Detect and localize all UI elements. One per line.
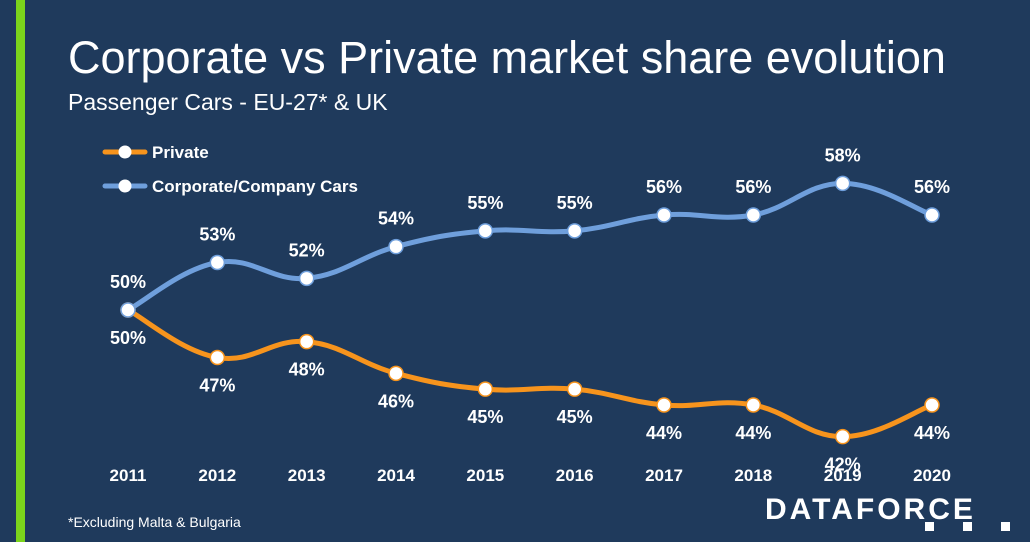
data-label-private: 46% [378,391,414,411]
data-point-corporate [656,207,672,223]
data-point-corporate [388,238,404,255]
legend-marker-private [118,145,132,159]
data-label-private: 45% [557,407,593,427]
data-point-private [298,333,315,350]
data-point-corporate [834,175,851,192]
brand-name: DATAFORCE [765,493,976,526]
data-label-corporate: 53% [199,225,235,245]
data-label-private: 44% [646,423,682,443]
data-point-corporate [209,254,226,271]
data-point-private [924,397,940,413]
data-label-private: 44% [914,423,950,443]
logo-square-2 [963,522,972,531]
footnote: *Excluding Malta & Bulgaria [68,514,241,530]
x-tick-label: 2019 [824,466,862,485]
x-tick-label: 2011 [110,466,147,485]
x-tick-label: 2014 [377,466,415,485]
data-label-corporate: 56% [735,177,771,197]
data-point-corporate [477,223,494,239]
data-label-corporate: 50% [110,272,146,292]
data-label-corporate: 56% [914,177,950,197]
logo-square-3 [1001,522,1010,531]
data-label-private: 42% [825,455,861,475]
x-tick-label: 2018 [734,466,772,485]
chart-subtitle: Passenger Cars - EU-27* & UK [68,89,388,115]
legend-label-corporate: Corporate/Company Cars [152,177,358,196]
data-point-corporate [298,270,315,287]
x-tick-label: 2020 [913,466,951,485]
logo-square-1 [925,522,934,531]
x-tick-label: 2013 [288,466,326,485]
data-point-corporate [924,207,940,223]
series-line-corporate [125,180,935,313]
data-label-corporate: 54% [378,209,414,229]
data-point-private [209,349,226,366]
data-point-private [656,397,672,413]
data-label-corporate: 55% [557,193,593,213]
accent-bar [16,0,25,542]
data-point-private [566,381,583,397]
legend-marker-corporate [118,179,132,193]
x-tick-label: 2016 [556,466,594,485]
chart-title: Corporate vs Private market share evolut… [68,32,946,83]
data-label-corporate: 52% [289,240,325,260]
data-point-private [834,428,851,445]
data-label-private: 48% [289,360,325,380]
data-point-corporate [566,223,583,239]
data-point-private [477,381,494,397]
data-label-private: 50% [110,328,146,348]
data-label-private: 47% [199,376,235,396]
data-label-corporate: 56% [646,177,682,197]
series-line-private [125,307,935,440]
data-label-corporate: 55% [467,193,503,213]
data-label-private: 44% [735,423,771,443]
x-tick-label: 2012 [198,466,236,485]
data-point-corporate [120,302,136,318]
legend-label-private: Private [152,143,209,162]
data-point-private [745,397,762,413]
x-tick-label: 2017 [645,466,683,485]
data-label-corporate: 58% [825,145,861,165]
data-point-private [388,365,404,382]
data-point-corporate [745,207,762,223]
x-tick-label: 2015 [466,466,504,485]
data-label-private: 45% [467,407,503,427]
dataforce-logo: DATAFORCE [765,493,1020,533]
